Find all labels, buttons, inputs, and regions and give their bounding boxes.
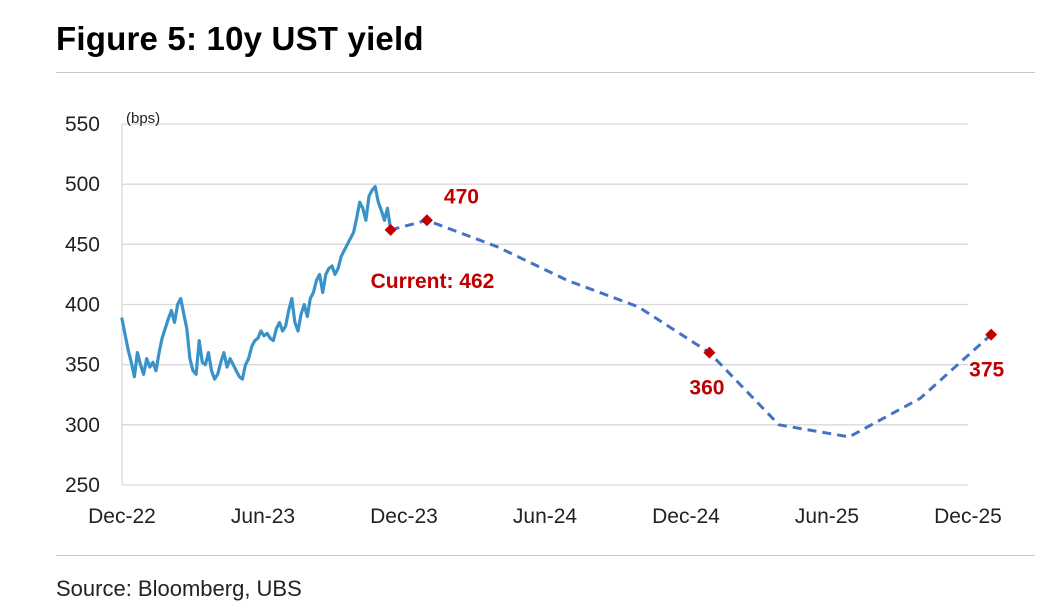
forecast-markers [384, 214, 998, 359]
source-note: Source: Bloomberg, UBS [56, 576, 302, 601]
axes [121, 124, 968, 486]
data-label-360: 360 [689, 377, 724, 400]
footer-divider [56, 555, 1035, 556]
y-tick-450: 450 [65, 233, 100, 256]
data-label-462: Current: 462 [371, 270, 495, 293]
y-tick-250: 250 [65, 474, 100, 497]
x-tick-Jun-25: Jun-25 [795, 505, 859, 528]
x-tick-labels: Dec-22 Jun-23 Dec-23 Jun-24 Dec-24 Jun-25 Dec-… [88, 505, 1002, 528]
series [120, 185, 993, 439]
y-tick-500: 500 [65, 173, 100, 196]
marker-462 [384, 223, 397, 236]
data-labels: Current: 462 470 360 375 [371, 185, 1005, 399]
y-tick-300: 300 [65, 414, 100, 437]
x-tick-Dec-23: Dec-23 [370, 505, 438, 528]
x-tick-Jun-24: Jun-24 [513, 505, 578, 528]
marker-360 [703, 346, 716, 359]
page-title: Figure 5: 10y UST yield [56, 20, 424, 57]
x-tick-Jun-23: Jun-23 [231, 505, 295, 528]
marker-470 [420, 214, 433, 227]
y-axis-unit-label: (bps) [126, 110, 160, 127]
x-tick-Dec-25: Dec-25 [934, 505, 1002, 528]
y-tick-400: 400 [65, 294, 100, 317]
y-tick-350: 350 [65, 354, 100, 377]
title-divider [56, 72, 1035, 73]
x-tick-Dec-24: Dec-24 [652, 505, 720, 528]
data-label-375: 375 [969, 359, 1004, 382]
y-tick-550: 550 [65, 113, 100, 136]
marker-375 [985, 328, 998, 341]
x-tick-Dec-22: Dec-22 [88, 505, 156, 528]
history-line [120, 185, 393, 381]
y-tick-labels: 250 300 350 400 450 500 550 [65, 113, 100, 497]
gridlines [122, 123, 968, 426]
forecast-line [390, 218, 993, 439]
data-label-470: 470 [444, 185, 479, 208]
